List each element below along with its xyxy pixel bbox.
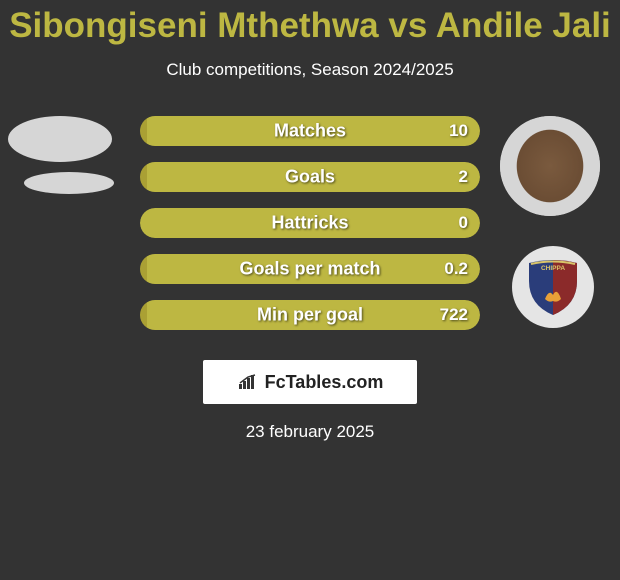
- stat-value-right: 2: [459, 167, 468, 187]
- player-left-avatar: [8, 116, 112, 162]
- stat-value-right: 0.2: [444, 259, 468, 279]
- stat-label: Goals per match: [239, 259, 380, 280]
- stat-label: Min per goal: [257, 305, 363, 326]
- date-label: 23 february 2025: [246, 422, 375, 442]
- stat-label: Matches: [274, 121, 346, 142]
- credit-label: FcTables.com: [265, 372, 384, 393]
- bar-segment-left: [140, 162, 147, 192]
- bar-segment-left: [140, 116, 147, 146]
- player-right-avatar: [500, 116, 600, 216]
- club-shield-icon: CHIPPA: [525, 257, 581, 317]
- fctables-icon: [237, 373, 259, 391]
- bar-segment-left: [140, 254, 147, 284]
- stats-area: CHIPPA Matches 10 Goals 2 Hattricks 0 Goals pe…: [0, 116, 620, 346]
- stat-value-right: 0: [459, 213, 468, 233]
- stat-value-right: 10: [449, 121, 468, 141]
- subtitle: Club competitions, Season 2024/2025: [166, 60, 453, 80]
- credit-text: FcTables.com: [237, 372, 384, 393]
- stat-label: Hattricks: [271, 213, 348, 234]
- player-face-image: [500, 116, 600, 216]
- stat-row: Goals per match 0.2: [140, 254, 480, 284]
- page-title: Sibongiseni Mthethwa vs Andile Jali: [9, 6, 611, 46]
- stat-bars: Matches 10 Goals 2 Hattricks 0 Goals per match…: [140, 116, 480, 346]
- root: Sibongiseni Mthethwa vs Andile Jali Club…: [0, 0, 620, 442]
- badge-text: CHIPPA: [541, 265, 565, 272]
- stat-row: Matches 10: [140, 116, 480, 146]
- stat-row: Min per goal 722: [140, 300, 480, 330]
- stat-row: Hattricks 0: [140, 208, 480, 238]
- player-left-club-placeholder: [24, 172, 114, 194]
- player-right-club-badge: CHIPPA: [512, 246, 594, 328]
- bar-segment-left: [140, 300, 147, 330]
- stat-row: Goals 2: [140, 162, 480, 192]
- credit-link[interactable]: FcTables.com: [203, 360, 417, 404]
- stat-value-right: 722: [440, 305, 468, 325]
- stat-label: Goals: [285, 167, 335, 188]
